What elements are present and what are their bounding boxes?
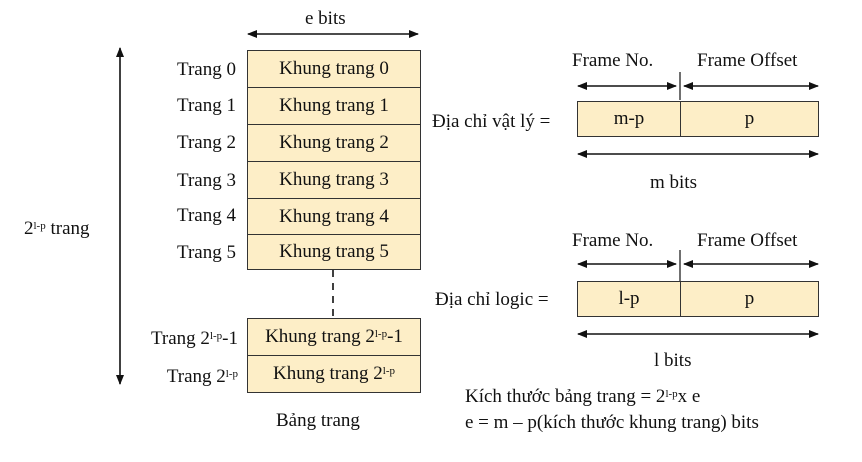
page-label-2: Trang 2 xyxy=(177,132,236,153)
page-label-4: Trang 4 xyxy=(177,205,236,226)
logical-frame-no-header: Frame No. xyxy=(572,230,654,251)
page-label-last-minus-1: Trang 2l-p-1 xyxy=(150,328,238,349)
logical-frame-no-field: l-p xyxy=(577,281,681,317)
table-size-note: Kích thước bảng trang = 2l-px e xyxy=(465,386,701,407)
frame-cell-last-minus-1: Khung trang 2 l-p -1 xyxy=(247,318,421,356)
page-label-0: Trang 0 xyxy=(177,59,236,80)
e-bits-label: e bits xyxy=(305,8,346,29)
logical-frame-offset-header: Frame Offset xyxy=(697,230,798,251)
page-label-last: Trang 2l-p xyxy=(166,366,238,387)
frame-cell-0: Khung trang 0 xyxy=(247,50,421,88)
frame-cell-5: Khung trang 5 xyxy=(247,234,421,270)
frame-cell-1: Khung trang 1 xyxy=(247,87,421,125)
frame-cell-3: Khung trang 3 xyxy=(247,161,421,199)
logical-address-label: Địa chỉ logic = xyxy=(435,289,549,310)
physical-address-label: Địa chỉ vật lý = xyxy=(432,111,551,132)
physical-bits-label: m bits xyxy=(650,172,697,193)
frame-cell-2: Khung trang 2 xyxy=(247,124,421,162)
page-label-3: Trang 3 xyxy=(177,170,236,191)
logical-offset-field: p xyxy=(680,281,819,317)
logical-bits-label: l bits xyxy=(654,350,692,371)
e-definition-note: e = m – p(kích thước khung trang) bits xyxy=(465,412,759,433)
page-table-caption: Bảng trang xyxy=(276,410,360,431)
frame-cell-4: Khung trang 4 xyxy=(247,198,421,236)
frame-cell-last: Khung trang 2 l-p xyxy=(247,355,421,393)
physical-frame-no-header: Frame No. xyxy=(572,50,654,71)
physical-frame-offset-header: Frame Offset xyxy=(697,50,798,71)
physical-offset-field: p xyxy=(680,101,819,137)
physical-frame-no-field: m-p xyxy=(577,101,681,137)
page-label-1: Trang 1 xyxy=(177,95,236,116)
table-height-label: 2l-p trang xyxy=(24,218,90,239)
page-label-5: Trang 5 xyxy=(177,242,236,263)
